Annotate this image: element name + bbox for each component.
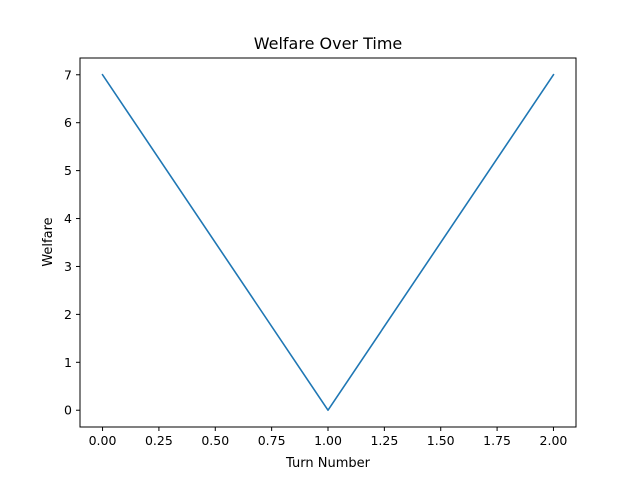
y-tick-label: 6 [64,115,72,130]
x-tick-label: 1.25 [370,433,398,448]
x-tick-label: 1.50 [427,433,455,448]
y-axis-label: Welfare [41,217,56,266]
y-tick-label: 0 [64,403,72,418]
x-tick-label: 1.00 [314,433,342,448]
x-axis: 0.00 0.25 0.50 0.75 1.00 1.25 1.50 1.75 2.00 [89,427,568,448]
y-tick-label: 3 [64,259,72,274]
y-tick-label: 5 [64,163,72,178]
chart-title: Welfare Over Time [254,34,403,53]
y-tick-label: 4 [64,211,72,226]
x-tick-label: 0.75 [258,433,286,448]
y-tick-label: 1 [64,355,72,370]
x-tick-label: 2.00 [540,433,568,448]
plot-frame [79,57,577,428]
x-tick-label: 0.00 [89,433,117,448]
x-tick-label: 0.25 [145,433,173,448]
y-tick-label: 2 [64,307,72,322]
x-tick-label: 0.50 [201,433,229,448]
y-tick-label: 7 [64,67,72,82]
x-axis-label: Turn Number [285,456,371,471]
x-tick-label: 1.75 [483,433,511,448]
series-line [101,73,555,412]
plot-area [101,73,555,412]
y-axis: 0 1 2 3 4 5 6 7 [64,67,80,418]
